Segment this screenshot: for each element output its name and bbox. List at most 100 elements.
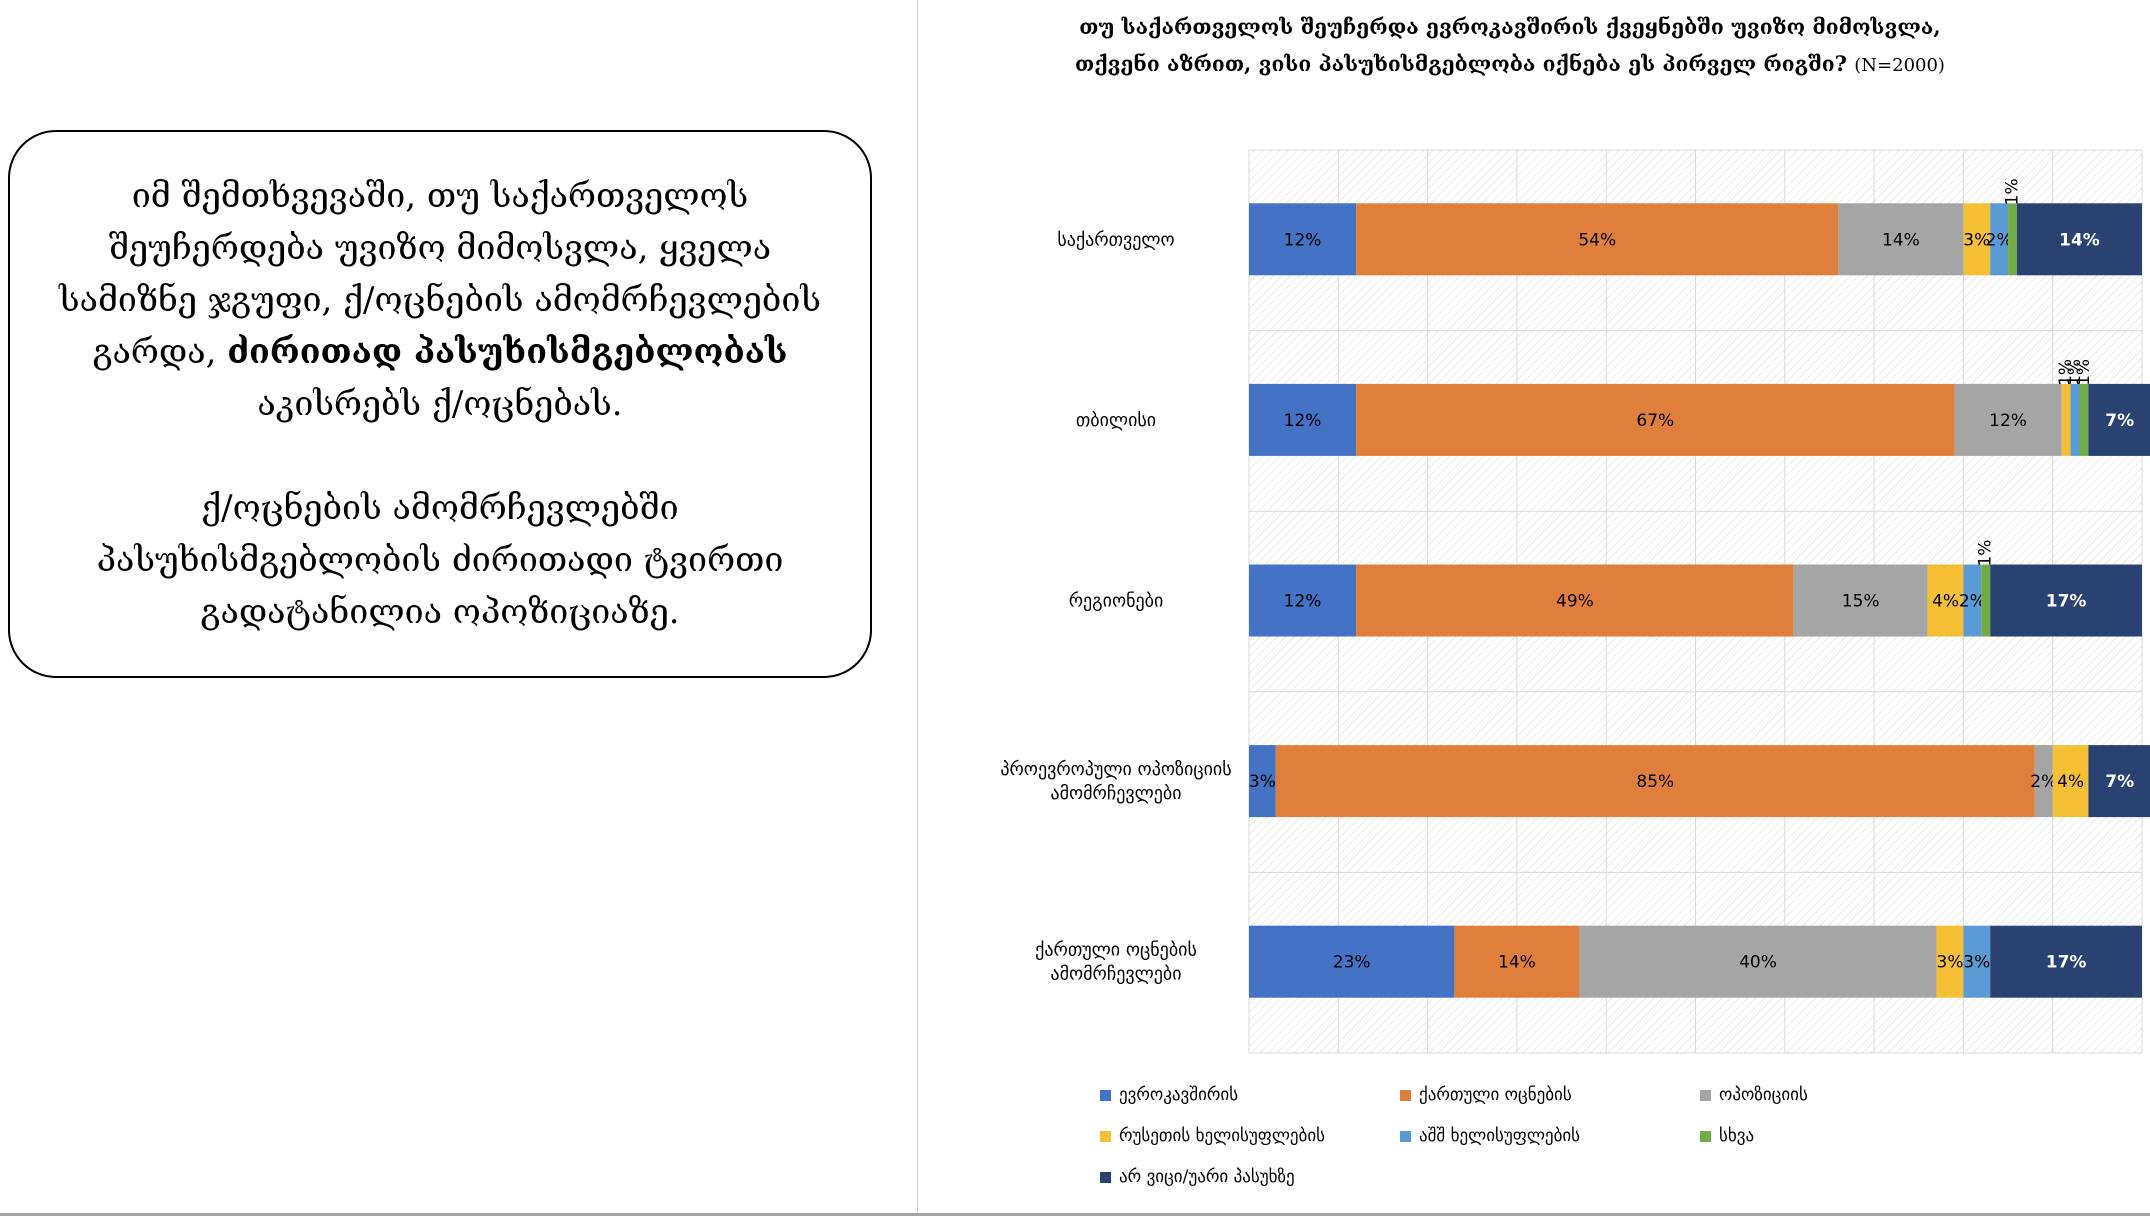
data-label: 12% — [1989, 411, 2027, 431]
summary-text-1a: იმ შემთხვევაში, თუ საქართველოს შეუჩერდებ… — [58, 176, 821, 372]
data-label: 3% — [1249, 772, 1276, 792]
data-label: 40% — [1739, 953, 1777, 973]
data-label: 17% — [2046, 592, 2087, 612]
data-label: 7% — [2105, 772, 2134, 792]
legend-swatch — [1100, 1089, 1111, 1101]
legend-item: ქართული ოცნების — [1400, 1085, 1572, 1105]
bar-segment — [1579, 925, 1937, 998]
bar-segment — [1936, 925, 1964, 998]
bar-segment — [2061, 383, 2071, 456]
bar-segment — [1356, 203, 1839, 276]
data-label: 3% — [1937, 953, 1964, 973]
data-label: 2% — [1986, 230, 2013, 250]
bar-segment — [1990, 203, 2009, 276]
data-label: 2% — [2030, 772, 2057, 792]
bar-segment — [2088, 383, 2150, 456]
data-label: 49% — [1556, 592, 1594, 612]
category-label: თბილისი — [1076, 410, 1156, 431]
legend-swatch — [1400, 1089, 1411, 1101]
bar-segment — [1249, 203, 1357, 276]
data-label: 12% — [1284, 592, 1322, 612]
bar-segment — [1990, 925, 2142, 998]
data-label: 12% — [1284, 411, 1322, 431]
legend-item: ევროკავშირის — [1100, 1085, 1238, 1105]
bar-segment — [2034, 745, 2053, 818]
bar-segment — [1963, 564, 1982, 637]
bar-segment — [1275, 745, 2035, 818]
data-label: 17% — [2046, 953, 2087, 973]
legend-item: სხვა — [1700, 1126, 1754, 1146]
legend-swatch — [1700, 1130, 1711, 1142]
legend-item: რუსეთის ხელისუფლების — [1100, 1126, 1325, 1146]
legend-label: ევროკავშირის — [1119, 1085, 1239, 1105]
bar-segment — [2052, 745, 2089, 818]
data-label: 14% — [1882, 230, 1920, 250]
data-label: 7% — [2105, 411, 2134, 431]
bar-segment — [1356, 383, 1955, 456]
data-label: 15% — [1842, 592, 1880, 612]
legend-swatch — [1100, 1171, 1111, 1183]
panel-divider — [917, 0, 918, 1216]
data-label: 54% — [1578, 230, 1616, 250]
data-label: 67% — [1636, 411, 1674, 431]
bar-segment — [1838, 203, 1964, 276]
bar-segment — [1981, 564, 1991, 637]
bar-segment — [2079, 383, 2089, 456]
stacked-bar-chart: 12% 54% 14% 3%2% 14%1%12% 67% 12% 7%1%1%1%12% 49… — [1000, 149, 2150, 1054]
data-label: 23% — [1333, 953, 1371, 973]
legend-label: აშშ ხელისუფლების — [1419, 1126, 1581, 1146]
legend-item: არ ვიცი/უარი პასუხზე — [1100, 1167, 1295, 1187]
bar-segment — [1454, 925, 1580, 998]
bar-segment — [1954, 383, 2062, 456]
bar-segment — [1249, 383, 1357, 456]
bar-segment — [2008, 203, 2017, 276]
data-label: 85% — [1636, 772, 1674, 792]
data-label: 1% — [2003, 178, 2023, 205]
bar-segment — [1249, 564, 1357, 637]
legend-swatch — [1100, 1130, 1111, 1142]
summary-paragraph-1: იმ შემთხვევაში, თუ საქართველოს შეუჩერდებ… — [50, 170, 830, 430]
legend-item: აშშ ხელისუფლების — [1400, 1126, 1580, 1146]
data-label: 1% — [2056, 359, 2076, 386]
bar-segment — [1963, 203, 1991, 276]
bar-segment — [1249, 925, 1455, 998]
data-label: 14% — [1498, 953, 1536, 973]
category-label: საქართველო — [1057, 229, 1174, 250]
data-label: 4% — [1932, 592, 1959, 612]
data-label: 14% — [2059, 230, 2100, 250]
summary-text-bold: ძირითად პასუხისმგებლობას — [227, 332, 788, 372]
data-label: 1% — [1976, 540, 1996, 567]
chart-title: თუ საქართველოს შეუჩერდა ევროკავშირის ქვე… — [1040, 8, 1980, 84]
summary-callout: იმ შემთხვევაში, თუ საქართველოს შეუჩერდებ… — [8, 130, 872, 678]
data-label: 3% — [1963, 230, 1990, 250]
summary-paragraph-2: ქ/ოცნების ამომრჩევლებში პასუხისმგებლობის… — [96, 488, 784, 632]
legend-label: რუსეთის ხელისუფლების — [1119, 1126, 1326, 1146]
legend-label: ქართული ოცნების — [1419, 1085, 1572, 1105]
bar-segment — [1793, 564, 1928, 637]
data-label: 4% — [2057, 772, 2084, 792]
category-label: რეგიონები — [1069, 591, 1164, 612]
bar-segment — [2088, 745, 2150, 818]
chart-title-text: თუ საქართველოს შეუჩერდა ევროკავშირის ქვე… — [1075, 14, 1941, 76]
legend-label: არ ვიცი/უარი პასუხზე — [1119, 1167, 1295, 1187]
data-label: 3% — [1963, 953, 1990, 973]
bottom-border — [0, 1213, 2150, 1216]
data-label: 1% — [2065, 359, 2085, 386]
bar-segment — [1249, 745, 1276, 818]
chart-title-note: (N=2000) — [1854, 55, 1945, 76]
bar-segment — [2070, 383, 2080, 456]
bar-segment — [2016, 203, 2142, 276]
category-label: პროევროპული ოპოზიციის ამომრჩევლები — [1000, 759, 1231, 804]
legend-swatch — [1400, 1130, 1411, 1142]
data-label: 12% — [1284, 230, 1322, 250]
category-label: ქართული ოცნების ამომრჩევლები — [1035, 940, 1197, 985]
legend-item: ოპოზიციის — [1700, 1085, 1808, 1105]
bar-segment — [1963, 925, 1991, 998]
bar-segment — [1356, 564, 1794, 637]
bar-segment — [1990, 564, 2142, 637]
legend-label: სხვა — [1719, 1126, 1755, 1146]
bar-segment — [1927, 564, 1964, 637]
data-label: 2% — [1959, 592, 1986, 612]
legend-swatch — [1700, 1089, 1711, 1101]
summary-text-1b: აკისრებს ქ/ოცნებას. — [257, 384, 623, 424]
